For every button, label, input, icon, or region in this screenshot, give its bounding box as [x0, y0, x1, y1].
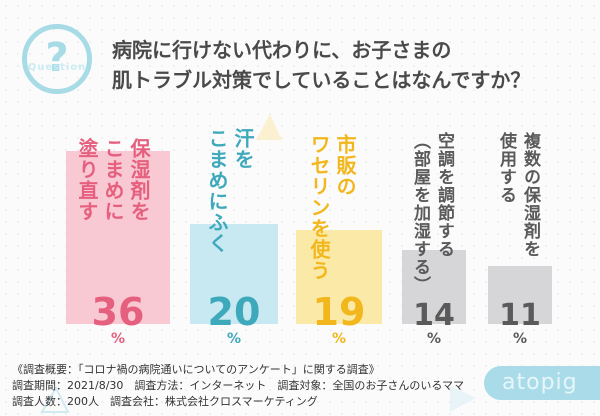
bar-label-multiple-moisturizers: 複数の保湿剤を 使用する: [496, 132, 540, 258]
triangle-decoration-icon: [40, 386, 70, 413]
bar-vaseline: [296, 230, 382, 324]
title-line-2: 肌トラブル対策でしていることはなんですか？: [112, 68, 531, 92]
atopig-logo: atopig: [484, 366, 600, 400]
bar-value-wipe-sweat: 20%: [207, 290, 261, 347]
bar-value-vaseline: 19%: [312, 290, 366, 347]
footnote-line-1: 《調査概要：「コロナ禍の病院通いについてのアンケート」に関する調査》: [12, 363, 380, 376]
triangle-decoration-icon: [450, 386, 476, 412]
footnote-line-2: 調査期間：2021/8/30 調査方法：インターネット 調査対象：全国のお子さん…: [12, 379, 464, 392]
question-icon: ? Question: [22, 24, 92, 94]
bar-value-moisturizer: 36%: [91, 290, 145, 347]
triangle-decoration-icon: [256, 114, 282, 140]
survey-footnote: 《調査概要：「コロナ禍の病院通いについてのアンケート」に関する調査》 調査期間：…: [12, 362, 464, 410]
title-line-1: 病院に行けない代わりに、お子さまの: [112, 38, 452, 62]
bar-wipe-sweat: [190, 224, 278, 324]
bar-label-moisturizer: 保湿剤を こまめに 塗り直す: [75, 138, 151, 222]
bar-air-conditioning: [402, 250, 466, 324]
footnote-line-3: 調査人数：200人 調査会社：株式会社クロスマーケティング: [12, 395, 318, 408]
bar-label-wipe-sweat: 汗を こまめにふく: [205, 128, 255, 254]
bar-multiple-moisturizers: [488, 266, 552, 324]
chart-title: 病院に行けない代わりに、お子さまの 肌トラブル対策でしていることはなんですか？: [112, 35, 530, 95]
bar-moisturizer: [66, 151, 170, 324]
bar-value-multiple-moisturizers: 11%: [499, 298, 541, 347]
bar-label-air-conditioning: 空調を調節する （部屋を加湿する）: [410, 132, 454, 294]
bar-value-air-conditioning: 14%: [413, 298, 455, 347]
bar-label-vaseline: 市販の ワセリンを使う: [307, 134, 357, 281]
